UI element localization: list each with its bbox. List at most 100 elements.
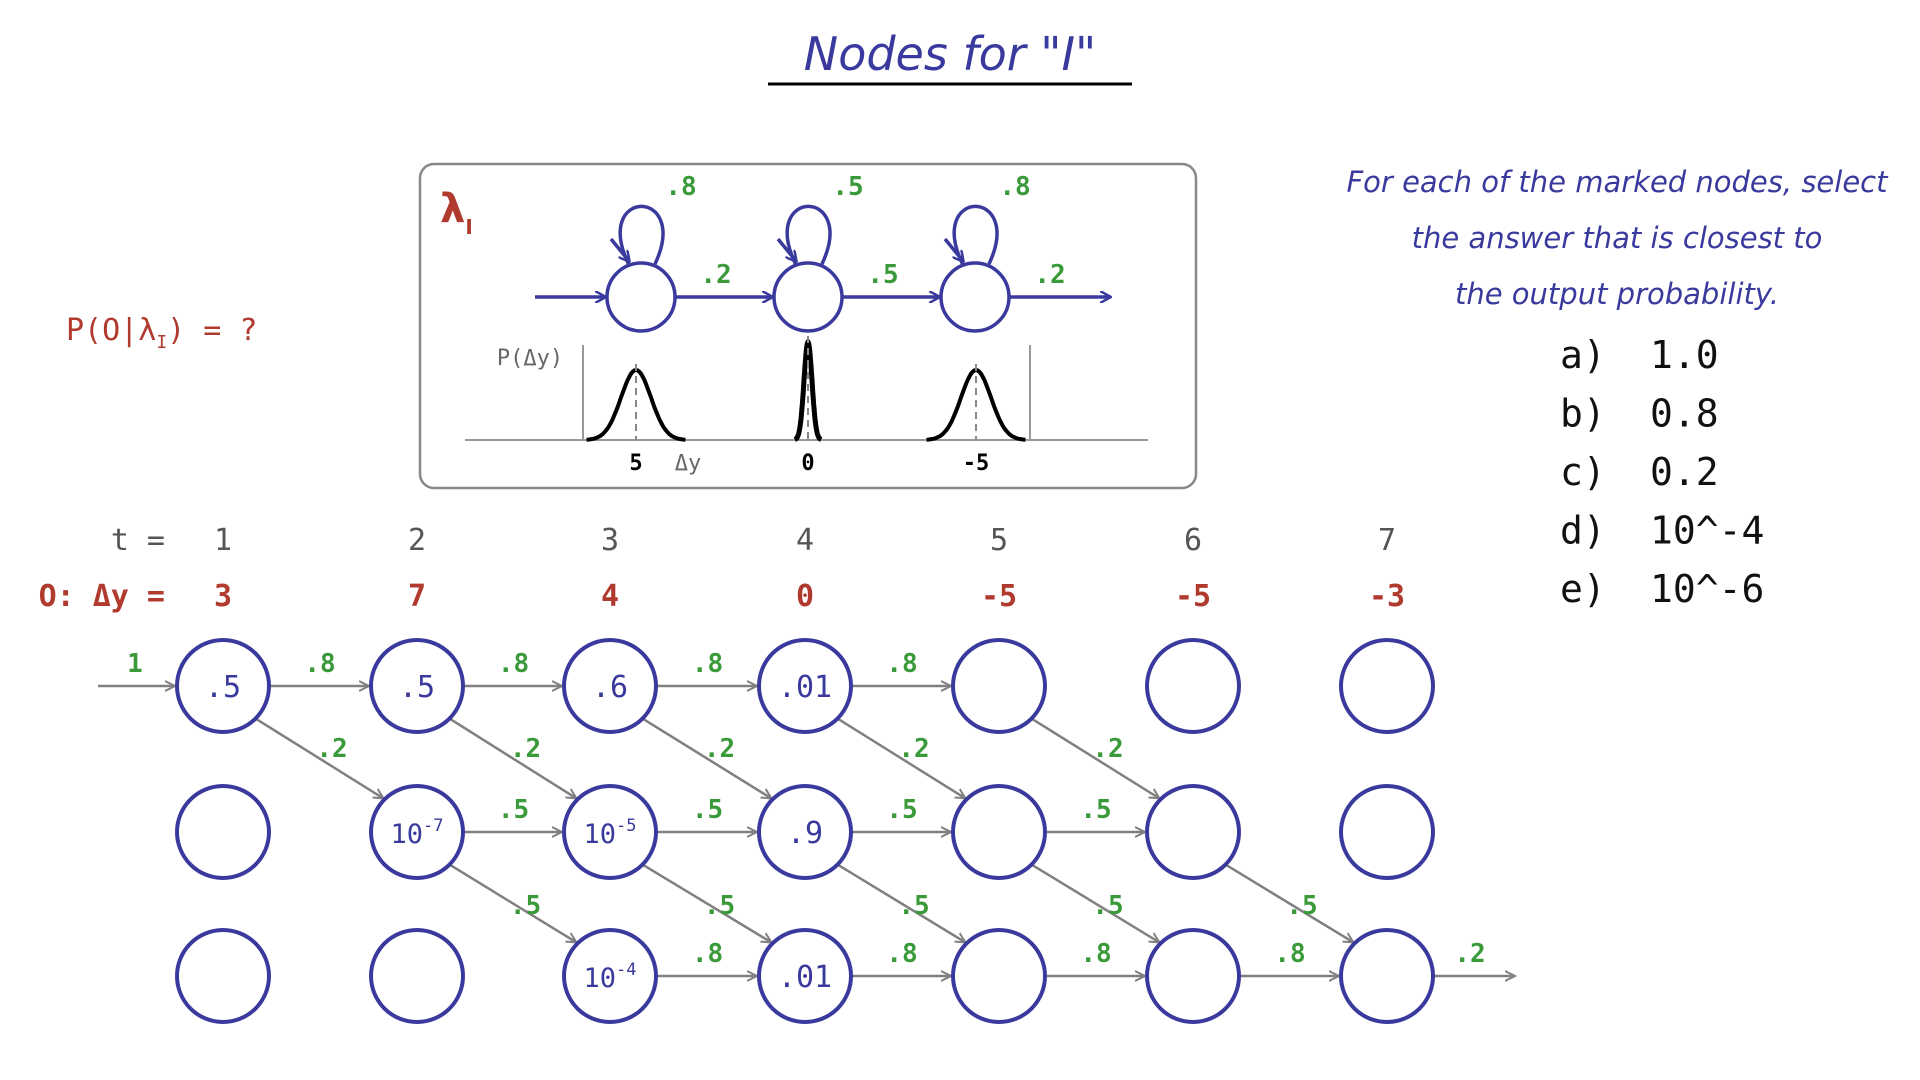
- node-value-r2-t2: 10-7: [391, 816, 444, 850]
- row1-diag-2: [448, 717, 577, 799]
- option-letter-3[interactable]: c): [1560, 450, 1606, 494]
- row1-diag-prob-3: .2: [704, 734, 735, 764]
- model-self-loop-head-3: [943, 237, 963, 261]
- row2-diag-4: [1030, 863, 1160, 943]
- row1-diag-prob-4: .2: [898, 734, 929, 764]
- node-r3-t3[interactable]: [562, 928, 658, 1024]
- option-value-3[interactable]: 0.2: [1650, 450, 1719, 494]
- node-r3-t7[interactable]: [1339, 928, 1435, 1024]
- instruction-line-3: the output probability.: [1455, 277, 1779, 311]
- option-letter-5[interactable]: e): [1560, 567, 1606, 611]
- node-value-r2-t3: 10-5: [584, 816, 637, 850]
- model-self-loop-3: [952, 204, 999, 266]
- node-r3-t2[interactable]: [369, 928, 465, 1024]
- node-r1-t2[interactable]: [369, 638, 465, 734]
- row1-diag-5: [1030, 717, 1160, 799]
- node-value-r1-t4: .01: [778, 670, 832, 705]
- model-self-loop-2: [785, 204, 832, 266]
- node-r1-t3[interactable]: [562, 638, 658, 734]
- node-r1-t1[interactable]: [175, 638, 271, 734]
- row1-prob-4: .8: [886, 649, 917, 679]
- observation-3: 4: [601, 579, 619, 614]
- model-self-loop-head-1: [609, 237, 629, 261]
- model-forward-prob-3: .2: [1034, 260, 1065, 290]
- row1-diag-prob-1: .2: [316, 734, 347, 764]
- answer-options: a) 1.0 b) 0.8 c) 0.2 d) 10^-4 e) 10^-6: [1560, 333, 1764, 611]
- row2-diag-prob-5: .5: [1286, 891, 1317, 921]
- node-r1-t6[interactable]: [1145, 638, 1241, 734]
- row2-diag-prob-1: .5: [510, 891, 541, 921]
- row2-diag-prob-3: .5: [898, 891, 929, 921]
- model-state-2: [772, 261, 844, 333]
- row1-diag-3: [641, 717, 772, 799]
- time-label: t =: [111, 523, 165, 558]
- node-r2-t7[interactable]: [1339, 784, 1435, 880]
- time-step-6: 6: [1184, 523, 1202, 558]
- probability-question: P(O|λI) = ?: [66, 313, 257, 353]
- node-value-r1-t2: .5: [399, 670, 435, 705]
- observation-2: 7: [408, 579, 426, 614]
- row1-diag-1: [254, 717, 384, 799]
- node-value-r3-t4: .01: [778, 960, 832, 995]
- model-self-prob-2: .5: [832, 172, 863, 202]
- node-r3-t1[interactable]: [175, 928, 271, 1024]
- node-r1-t4[interactable]: [757, 638, 853, 734]
- model-self-prob-1: .8: [665, 172, 696, 202]
- node-value-r3-t3: 10-4: [584, 960, 637, 994]
- observation-7: -3: [1369, 579, 1405, 614]
- node-r3-t6[interactable]: [1145, 928, 1241, 1024]
- node-r2-t3[interactable]: [562, 784, 658, 880]
- row2-diag-prob-2: .5: [704, 891, 735, 921]
- option-value-1[interactable]: 1.0: [1650, 333, 1719, 377]
- model-state-3: [939, 261, 1011, 333]
- model-state-1: [605, 261, 677, 333]
- node-r2-t1[interactable]: [175, 784, 271, 880]
- model-self-loop-1: [618, 204, 665, 266]
- row2-prob-2: .5: [692, 795, 723, 825]
- node-r2-t6[interactable]: [1145, 784, 1241, 880]
- row2-prob-4: .5: [1080, 795, 1111, 825]
- time-step-7: 7: [1378, 523, 1396, 558]
- node-r1-t7[interactable]: [1339, 638, 1435, 734]
- node-r3-t4[interactable]: [757, 928, 853, 1024]
- dist-ylabel: P(Δy): [497, 346, 563, 371]
- node-r2-t4[interactable]: [757, 784, 853, 880]
- row3-prob-1: .8: [692, 939, 723, 969]
- model-label: λI: [440, 186, 473, 239]
- option-letter-2[interactable]: b): [1560, 392, 1606, 436]
- option-value-4[interactable]: 10^-4: [1650, 509, 1764, 553]
- option-value-5[interactable]: 10^-6: [1650, 567, 1764, 611]
- dist-xlabel: Δy: [675, 451, 702, 476]
- row1-diag-prob-2: .2: [510, 734, 541, 764]
- node-r2-t5[interactable]: [951, 784, 1047, 880]
- model-forward-prob-1: .2: [700, 260, 731, 290]
- option-letter-1[interactable]: a): [1560, 333, 1606, 377]
- row3-prob-2: .8: [886, 939, 917, 969]
- instruction-line-1: For each of the marked nodes, select: [1347, 165, 1890, 199]
- option-letter-4[interactable]: d): [1560, 509, 1606, 553]
- trellis-exit-prob: .2: [1454, 939, 1485, 969]
- time-step-2: 2: [408, 523, 426, 558]
- node-r2-t2[interactable]: [369, 784, 465, 880]
- node-value-r1-t3: .6: [592, 670, 628, 705]
- option-value-2[interactable]: 0.8: [1650, 392, 1719, 436]
- dist-mean-label-1: 5: [629, 451, 642, 476]
- observation-5: -5: [981, 579, 1017, 614]
- time-step-1: 1: [214, 523, 232, 558]
- obs-label: O: Δy =: [39, 579, 165, 614]
- page-title: Nodes for "I": [804, 27, 1096, 81]
- row2-diag-3: [836, 863, 966, 943]
- model-self-prob-3: .8: [999, 172, 1030, 202]
- observation-1: 3: [214, 579, 232, 614]
- time-step-3: 3: [601, 523, 619, 558]
- row1-prob-3: .8: [692, 649, 723, 679]
- time-step-4: 4: [796, 523, 814, 558]
- trellis-entry-prob: 1: [127, 649, 143, 679]
- node-r1-t5[interactable]: [951, 638, 1047, 734]
- row1-diag-4: [836, 717, 966, 799]
- model-self-loop-head-2: [776, 237, 796, 261]
- row3-prob-3: .8: [1080, 939, 1111, 969]
- node-r3-t5[interactable]: [951, 928, 1047, 1024]
- node-value-r2-t4: .9: [787, 816, 823, 851]
